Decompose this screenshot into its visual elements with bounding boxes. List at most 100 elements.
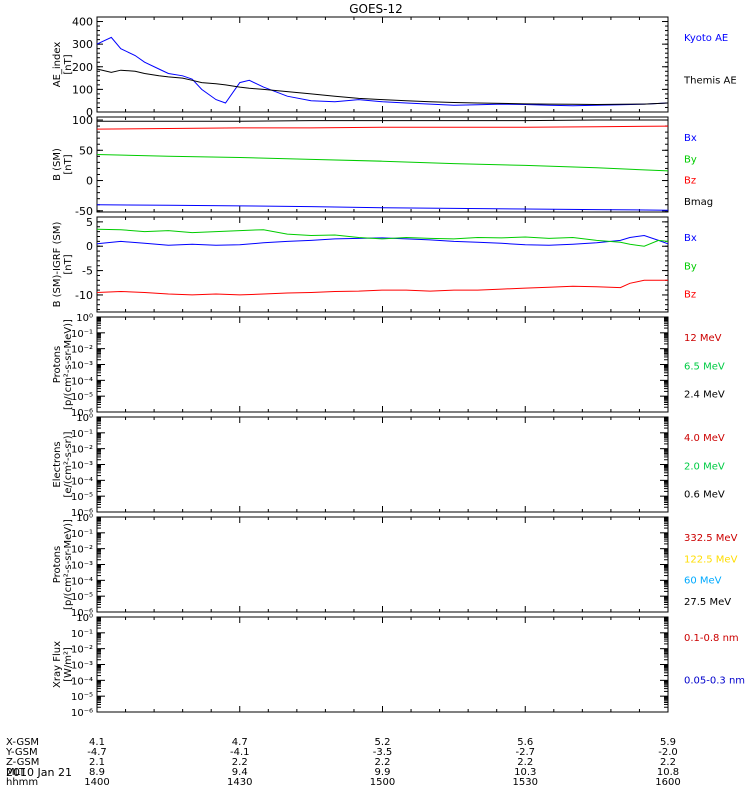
legend-label: Bx — [684, 133, 697, 144]
series-line-by — [96, 154, 669, 172]
footer-value: 8.9 — [89, 767, 105, 778]
panel-2: -50 0 50 100 B (SM)[nT] Bx By Bz Bmag — [52, 114, 713, 218]
y-axis-label-line: AE_index — [52, 42, 63, 88]
footer-value: -2.7 — [515, 747, 535, 758]
y-axis-label: AE_index[nT] — [52, 42, 74, 88]
footer-row-label: hhmm — [6, 777, 38, 788]
footer-value: 2.1 — [89, 757, 105, 768]
footer-value: 1600 — [655, 777, 680, 788]
y-tick-label: 10⁻⁴ — [71, 476, 93, 487]
y-axis-label: Protons[p/(cm²-s-sr-MeV)] — [52, 319, 74, 410]
series-line-bz — [96, 279, 668, 296]
y-tick-label: 10⁻⁴ — [71, 676, 93, 687]
y-tick-label: 10⁻⁶ — [71, 608, 93, 619]
panel-4: 10⁻⁶10⁻⁵10⁻⁴10⁻³10⁻²10⁻¹10⁰Protons[p/(cm… — [52, 313, 725, 419]
y-axis-label-line: B (SM) — [52, 148, 63, 181]
footer-value: 1430 — [227, 777, 252, 788]
footer-value: -3.5 — [373, 747, 393, 758]
y-tick-label: 10⁻⁵ — [71, 492, 93, 503]
panel-7: 10⁻⁶ 10⁻⁵ 10⁻⁴ 10⁻³ 10⁻² 10⁻¹ 10⁰ Xray Flux[W/m… — [52, 613, 745, 719]
y-tick-label: 10⁰ — [76, 513, 93, 524]
footer-row-label: X-GSM — [6, 737, 39, 748]
y-tick-label: 10⁻² — [71, 445, 93, 456]
series-line-kyoto-ae — [96, 36, 669, 107]
legend-label: Bmag — [684, 197, 713, 208]
y-axis-label-line: [e/(cm²-s-sr)] — [63, 431, 74, 497]
y-tick-label: -50 — [75, 205, 93, 218]
panel-frame — [96, 116, 669, 213]
y-axis-label: Xray Flux[W/m²] — [52, 641, 74, 688]
footer-value: -2.0 — [658, 747, 678, 758]
series-line-bmag — [97, 119, 668, 122]
y-tick-label: 400 — [72, 16, 93, 29]
y-tick-label: 10⁻³ — [71, 561, 93, 572]
y-tick-label: 10⁻⁵ — [71, 692, 93, 703]
y-tick-label: 0 — [86, 106, 93, 119]
y-tick-label: 10⁻¹ — [71, 529, 93, 540]
y-tick-label: 10⁻³ — [71, 461, 93, 472]
series-line-themis-ae — [96, 68, 669, 106]
panel-frame — [96, 16, 669, 113]
footer-row-label: Z-GSM — [6, 757, 39, 768]
legend-label: 2.4 MeV — [684, 390, 725, 401]
figure-title: GOES-12 — [349, 2, 403, 16]
panel-frame — [96, 216, 669, 313]
panel-frame — [96, 316, 669, 413]
y-axis-label-line: Electrons — [52, 441, 63, 487]
panel-5: 10⁻⁶10⁻⁵10⁻⁴10⁻³10⁻²10⁻¹10⁰Electrons[e/(… — [52, 413, 725, 519]
y-tick-label: 10⁻⁵ — [71, 392, 93, 403]
footer-value: 1500 — [370, 777, 395, 788]
legend-label: 4.0 MeV — [684, 433, 725, 444]
y-axis-label-line: [nT] — [63, 254, 74, 274]
y-tick-label: 10⁻⁶ — [71, 408, 93, 419]
footer-value: 4.7 — [232, 737, 248, 748]
y-tick-label: 50 — [79, 144, 93, 157]
legend-label: 0.6 MeV — [684, 490, 725, 501]
footer-row-label: MLT — [6, 767, 26, 778]
y-tick-label: 100 — [72, 114, 93, 127]
y-tick-label: 10⁻² — [71, 545, 93, 556]
y-tick-label: -10 — [75, 289, 93, 302]
panel-frame — [96, 516, 669, 613]
legend-label: By — [684, 261, 697, 272]
y-axis-label-line: [W/m²] — [63, 647, 74, 682]
y-tick-label: 10⁻⁵ — [71, 592, 93, 603]
y-axis-label-line: [nT] — [63, 54, 74, 74]
footer-row-label: Y-GSM — [5, 747, 38, 758]
y-tick-label: -5 — [82, 265, 93, 278]
footer-value: 10.8 — [657, 767, 679, 778]
y-tick-label: 10⁻² — [71, 345, 93, 356]
footer-value: 10.3 — [514, 767, 536, 778]
legend-label: By — [684, 154, 697, 165]
series-line-bx — [96, 204, 669, 211]
footer-value: 2.2 — [660, 757, 676, 768]
legend-label: 332.5 MeV — [684, 533, 738, 544]
y-tick-label: 5 — [86, 216, 93, 229]
panel-1: 0 100 200 300 400 AE_index[nT] Kyoto AE Themis … — [52, 16, 737, 119]
y-tick-label: 200 — [72, 61, 93, 74]
y-tick-label: 300 — [72, 38, 93, 51]
legend-label: 12 MeV — [684, 333, 722, 344]
date-label: 2010 Jan 21 — [6, 766, 72, 779]
y-axis-label-line: Protons — [52, 546, 63, 583]
footer-value: 5.2 — [375, 737, 391, 748]
footer-value: 4.1 — [89, 737, 105, 748]
panel-6: 10⁻⁶10⁻⁵10⁻⁴10⁻³10⁻²10⁻¹10⁰Protons[p/(cm… — [52, 513, 738, 619]
legend-label: Bz — [684, 290, 696, 301]
footer-value: -4.1 — [230, 747, 250, 758]
footer-value: 2.2 — [232, 757, 248, 768]
y-tick-label: 10⁻¹ — [71, 329, 93, 340]
legend-label: 60 MeV — [684, 576, 722, 587]
y-tick-label: 10⁰ — [76, 413, 93, 424]
y-tick-label: 10⁻⁶ — [71, 708, 93, 719]
legend-label: Themis AE — [683, 76, 737, 87]
legend-label: 2.0 MeV — [684, 461, 725, 472]
y-tick-label: 10⁰ — [76, 613, 93, 624]
y-axis-label-line: [p/(cm²-s-sr-MeV)] — [63, 519, 74, 610]
y-tick-label: 100 — [72, 83, 93, 96]
legend-label: 0.05-0.3 nm — [684, 676, 745, 687]
y-tick-label: 10⁻¹ — [71, 429, 93, 440]
legend-label: 6.5 MeV — [684, 361, 725, 372]
y-axis-label-line: B (SM)-IGRF (SM) — [52, 222, 63, 308]
y-tick-label: 0 — [86, 175, 93, 188]
